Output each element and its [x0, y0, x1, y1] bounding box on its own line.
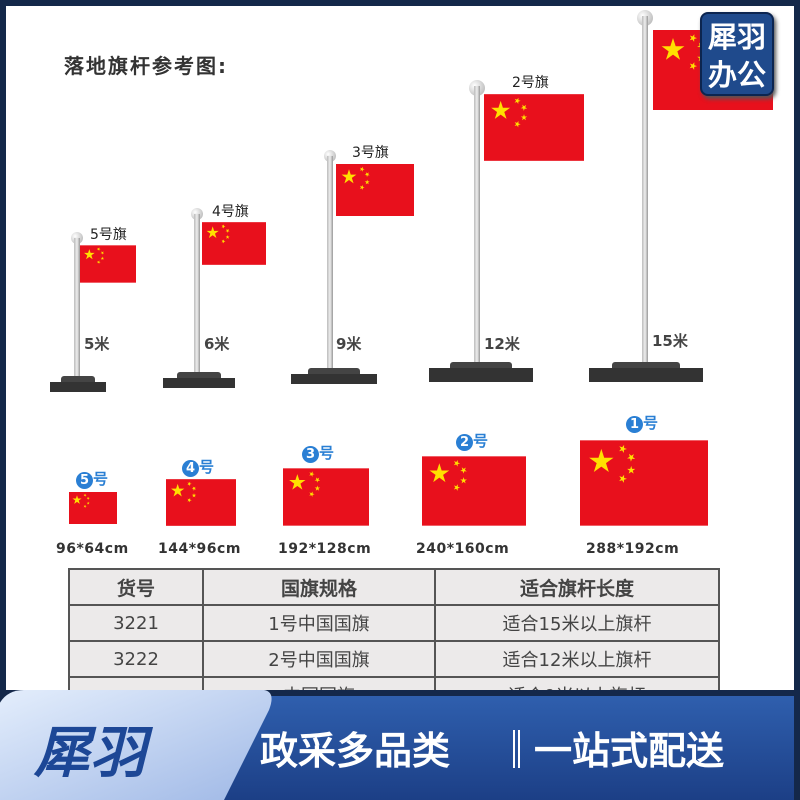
cell: 3222 — [68, 640, 204, 678]
pole-height: 6米 — [204, 335, 230, 353]
flag-size-label: 5号旗 — [90, 227, 127, 243]
pole-height: 15米 — [652, 332, 688, 350]
size-flag — [580, 440, 708, 526]
pole-base — [308, 368, 360, 376]
pole-flag — [336, 164, 414, 216]
badge-line: 办公 — [707, 58, 766, 92]
header-cell: 国旗规格 — [202, 568, 436, 606]
size-number-circle: 4 — [182, 460, 199, 477]
size-flag — [283, 468, 369, 526]
cell: 2号中国国旗 — [202, 640, 436, 678]
cell: 3221 — [68, 604, 204, 642]
flagpole — [642, 16, 648, 368]
badge-line: 犀羽 — [707, 20, 766, 54]
pole-base — [449, 362, 513, 370]
size-dimensions: 240*160cm — [416, 541, 510, 557]
pole-base — [611, 362, 681, 370]
pole-height: 5米 — [84, 335, 110, 353]
divider — [518, 730, 520, 768]
banner-brand: 犀羽 — [33, 721, 154, 786]
pole-base — [177, 372, 221, 380]
pole-base — [61, 376, 95, 384]
flagpole — [474, 86, 480, 368]
pole-flag — [80, 245, 136, 283]
size-number-circle: 1 — [626, 416, 643, 433]
flag-size-label: 3号旗 — [352, 145, 389, 161]
product-image: 落地旗杆参考图: 5号旗 5米 4号旗 6米 3号旗 9米 2号旗 12米 15米 5 号 96*6… — [6, 6, 794, 794]
pole-base-plate — [50, 382, 106, 392]
divider — [513, 730, 515, 768]
size-flag — [166, 479, 236, 526]
header-cell: 适合旗杆长度 — [434, 568, 720, 606]
size-number-circle: 2 — [456, 434, 473, 451]
flagpole — [194, 214, 200, 378]
table-row: 3221 1号中国国旗 适合15米以上旗杆 — [68, 604, 720, 642]
cell: 1号中国国旗 — [202, 604, 436, 642]
cell: 适合15米以上旗杆 — [434, 604, 720, 642]
pole-base-plate — [291, 374, 377, 384]
size-suffix: 号 — [643, 414, 659, 432]
size-dimensions: 96*64cm — [56, 541, 129, 557]
flag-size-label: 2号旗 — [512, 75, 549, 91]
table-row: 3222 2号中国国旗 适合12米以上旗杆 — [68, 640, 720, 678]
banner-slogan-left: 政采多品类 — [260, 729, 450, 773]
pole-base-plate — [429, 368, 533, 382]
size-dimensions: 144*96cm — [158, 541, 241, 557]
cell: 适合12米以上旗杆 — [434, 640, 720, 678]
promo-banner: 犀羽 政采多品类 一站式配送 — [0, 690, 794, 800]
pole-base-plate — [163, 378, 235, 388]
banner-dark-panel — [224, 696, 794, 800]
size-suffix: 号 — [473, 432, 489, 450]
pole-height: 12米 — [484, 335, 520, 353]
size-suffix: 号 — [93, 470, 109, 488]
size-flag — [422, 456, 526, 526]
size-suffix: 号 — [199, 458, 215, 476]
size-dimensions: 192*128cm — [278, 541, 372, 557]
header-cell: 货号 — [68, 568, 204, 606]
banner-light-panel — [0, 690, 272, 800]
brand-badge: 犀羽 办公 — [700, 12, 774, 96]
banner-slogan-right: 一站式配送 — [534, 729, 724, 773]
flagpole — [74, 238, 80, 382]
size-dimensions: 288*192cm — [586, 541, 680, 557]
flag-size-label: 4号旗 — [212, 204, 249, 220]
size-number-circle: 5 — [76, 472, 93, 489]
size-number-circle: 3 — [302, 446, 319, 463]
pole-height: 9米 — [336, 335, 362, 353]
pole-flag — [202, 222, 266, 265]
pole-flag — [484, 94, 584, 161]
page-heading: 落地旗杆参考图: — [64, 54, 228, 78]
size-flag — [69, 492, 117, 524]
table-header: 货号 国旗规格 适合旗杆长度 — [68, 568, 720, 606]
size-suffix: 号 — [319, 444, 335, 462]
pole-base-plate — [589, 368, 703, 382]
flagpole — [327, 156, 333, 374]
